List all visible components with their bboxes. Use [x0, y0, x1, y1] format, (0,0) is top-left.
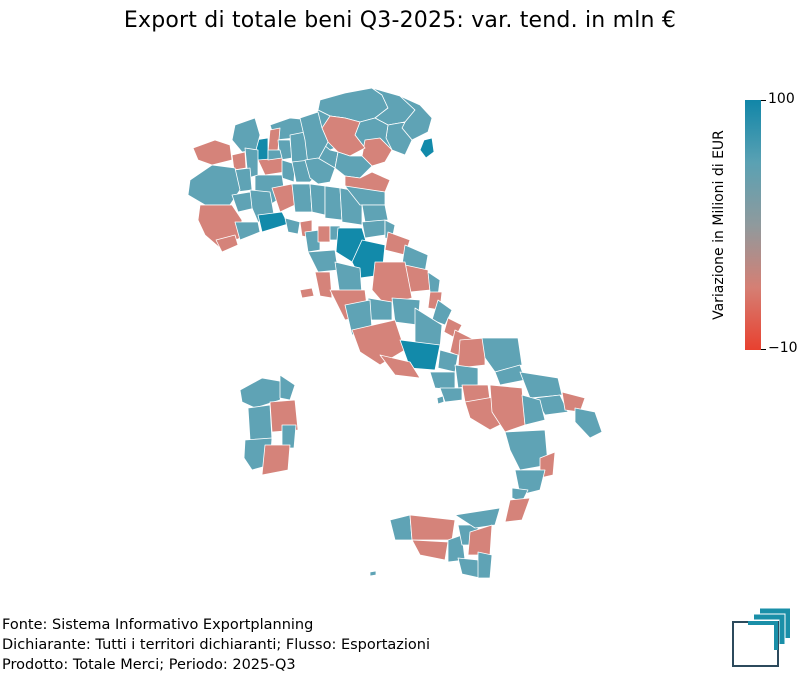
- province-bari: [519, 371, 563, 399]
- province-parma: [291, 183, 313, 213]
- province-laquila: [414, 307, 443, 349]
- province-mantova: [304, 157, 336, 185]
- province-reggioemilia: [309, 183, 326, 216]
- province-reggiocalabria: [504, 497, 531, 523]
- island-lampedusa: [369, 570, 377, 577]
- province-brescia: [299, 111, 329, 166]
- province-lucca: [304, 229, 321, 253]
- province-piacenza: [271, 183, 296, 213]
- province-biella: [231, 151, 247, 171]
- province-sassari: [239, 377, 286, 409]
- footer-declarant: Dichiarante: Tutti i territori dichiaran…: [2, 637, 430, 653]
- province-aosta: [192, 139, 233, 166]
- province-vco: [231, 117, 261, 153]
- province-palermo: [409, 514, 456, 541]
- colorbar-title: Variazione in Milioni di EUR: [711, 130, 727, 320]
- province-milano: [257, 157, 286, 176]
- province-torino: [187, 164, 241, 206]
- province-matera: [521, 394, 546, 426]
- province-terni: [367, 297, 393, 321]
- province-olbia: [279, 374, 296, 401]
- province-modena: [324, 185, 343, 221]
- province-oristano: [247, 404, 273, 441]
- province-roma: [351, 319, 406, 366]
- province-trieste: [419, 137, 435, 159]
- colorbar-min-label: −10: [768, 340, 798, 356]
- footer-source: Fonte: Sistema Informativo Exportplannin…: [2, 617, 314, 633]
- province-agrigento: [411, 539, 449, 561]
- province-padova: [334, 151, 373, 179]
- province-benevento: [454, 364, 479, 389]
- province-ogliastra: [281, 424, 297, 449]
- province-messina: [454, 507, 501, 529]
- source-footer: Fonte: Sistema Informativo Exportplannin…: [2, 615, 430, 675]
- province-cosenza: [504, 429, 549, 471]
- province-forli: [361, 219, 386, 239]
- province-ragusa: [457, 557, 481, 579]
- province-cagliari: [261, 444, 291, 476]
- exportplanning-logo-icon: [732, 608, 790, 667]
- chart-title: Export di totale beni Q3-2025: var. tend…: [123, 8, 677, 33]
- province-latina: [379, 354, 421, 379]
- island-elba: [299, 287, 315, 299]
- province-savona: [234, 221, 261, 241]
- province-siracusa: [477, 551, 493, 579]
- footer-product: Prodotto: Totale Merci; Periodo: 2025-Q3: [2, 657, 296, 673]
- colorbar-max-label: 100: [768, 91, 795, 107]
- colorbar: [745, 100, 761, 350]
- province-teramo: [431, 299, 453, 326]
- colorbar-tick-min: [761, 349, 766, 350]
- province-pistoia: [317, 225, 331, 243]
- colorbar-tick-max: [761, 100, 766, 101]
- province-lecce: [574, 407, 603, 439]
- province-laspezia: [284, 217, 301, 235]
- province-mb: [267, 149, 283, 161]
- province-livorno: [314, 271, 333, 299]
- province-trapani: [389, 514, 413, 541]
- province-lodi: [281, 159, 296, 183]
- island-ischia: [436, 395, 445, 405]
- province-campobasso: [457, 337, 486, 369]
- province-ravenna: [361, 204, 389, 223]
- province-potenza: [489, 384, 526, 433]
- province-catanzaro: [514, 469, 546, 496]
- province-caserta: [429, 371, 456, 391]
- province-pisa: [307, 249, 339, 273]
- province-genova: [257, 211, 289, 233]
- province-imperia: [215, 234, 239, 253]
